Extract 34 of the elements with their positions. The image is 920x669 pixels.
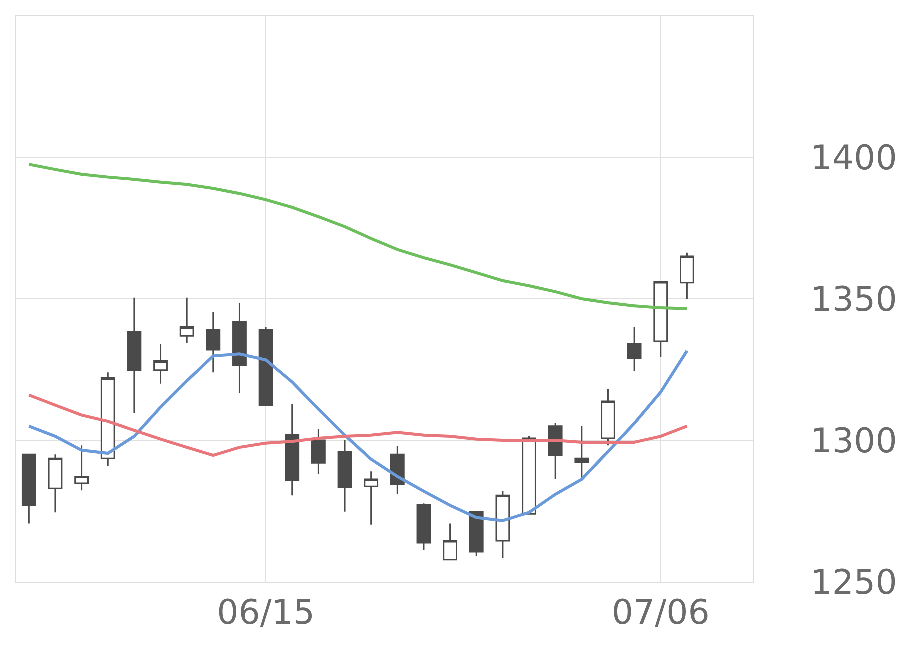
candlestick	[100, 372, 116, 467]
candlestick	[206, 311, 221, 374]
candlestick	[627, 326, 642, 372]
candlestick	[469, 511, 484, 557]
candlestick	[232, 302, 247, 394]
line-series	[28, 350, 689, 522]
line-series	[28, 163, 689, 310]
candlestick	[416, 502, 432, 551]
candlestick	[364, 470, 379, 526]
candlestick	[496, 490, 510, 559]
candlestick	[601, 388, 616, 446]
y-tick-label: 1250	[810, 562, 898, 603]
candlestick	[548, 422, 563, 480]
candlestick	[522, 436, 536, 515]
line-series	[28, 394, 689, 457]
candlestick	[180, 297, 194, 344]
candlestick	[574, 426, 590, 480]
candlestick	[312, 428, 326, 476]
candlestick	[285, 404, 300, 496]
candlestick	[258, 326, 274, 406]
candlestick	[154, 344, 168, 385]
y-tick-label: 1350	[810, 280, 898, 320]
candlestick	[338, 440, 352, 513]
candlestick	[443, 522, 458, 561]
candlestick	[654, 281, 668, 358]
candlestick	[680, 252, 694, 300]
candlestick	[48, 454, 63, 514]
candlestick	[22, 454, 36, 524]
x-tick-label: 06/15	[217, 592, 316, 633]
y-tick-label: 1300	[810, 421, 898, 462]
x-tick-label: 07/06	[612, 592, 710, 633]
candlestick	[127, 297, 142, 414]
y-tick-label: 1400	[810, 138, 898, 178]
candlestick	[74, 444, 89, 492]
